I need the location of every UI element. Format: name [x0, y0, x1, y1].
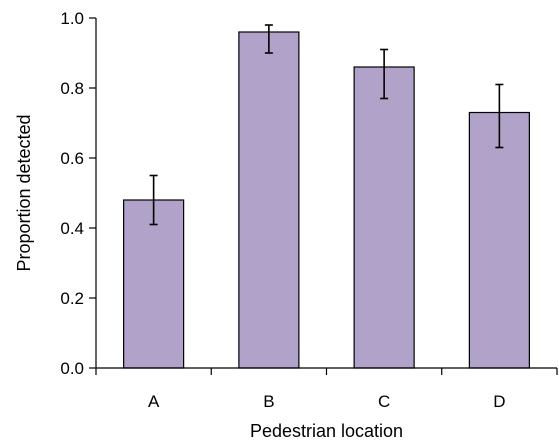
bar-D	[468, 111, 530, 369]
y-ticks: 0.0 0.2 0.4 0.6 0.8 1.0	[60, 9, 96, 378]
y-tick-label: 0.6	[60, 149, 84, 168]
error-bars-layer	[149, 24, 504, 226]
error-bar-D	[495, 83, 504, 149]
x-tick-label: B	[263, 392, 274, 411]
error-bar-A	[149, 174, 158, 226]
y-tick-label: 0.4	[60, 219, 84, 238]
y-tick-label: 0.8	[60, 79, 84, 98]
x-tick-label: D	[493, 392, 505, 411]
error-bar-B	[264, 24, 273, 54]
y-tick-label: 0.0	[60, 359, 84, 378]
x-ticks: A B C D	[95, 368, 558, 411]
bars-layer	[123, 31, 530, 369]
y-axis-title: Proportion detected	[14, 114, 34, 271]
y-tick-label: 1.0	[60, 9, 84, 28]
x-axis-title: Pedestrian location	[250, 421, 403, 441]
x-tick-label: A	[148, 392, 160, 411]
bar-A	[123, 199, 185, 369]
x-tick-label: C	[378, 392, 390, 411]
bar-C	[353, 66, 415, 369]
y-tick-label: 0.2	[60, 289, 84, 308]
error-bar-C	[380, 48, 389, 100]
bar-B	[238, 31, 300, 369]
